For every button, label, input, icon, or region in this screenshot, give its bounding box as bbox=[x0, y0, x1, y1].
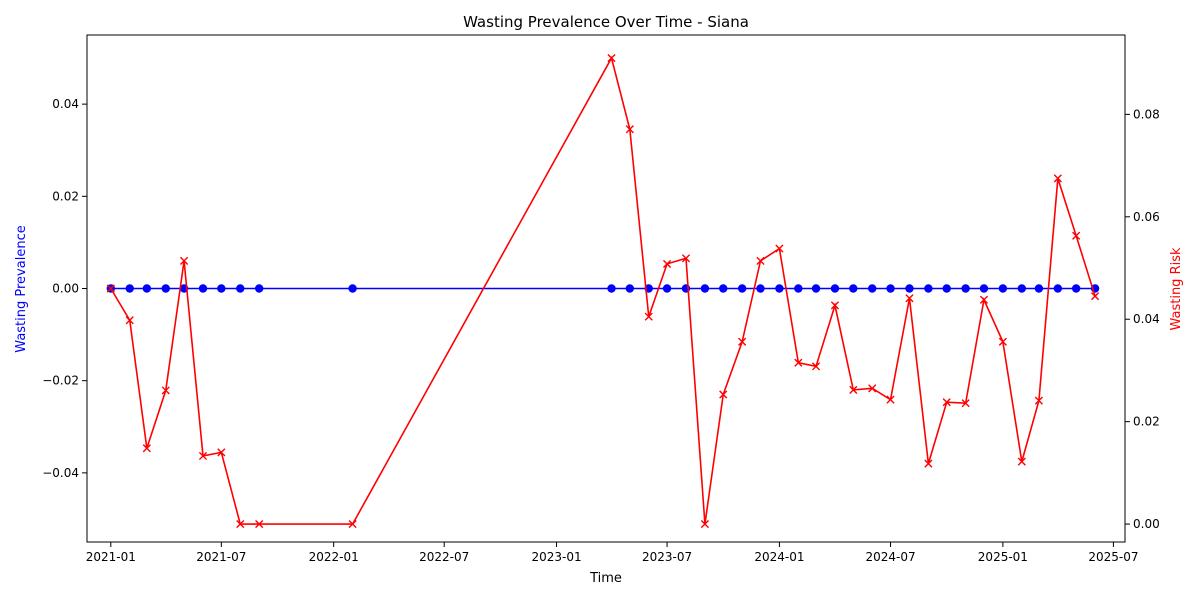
wasting-prevalence-point bbox=[961, 284, 970, 293]
wasting-risk-point bbox=[1053, 174, 1062, 183]
wasting-prevalence-point bbox=[625, 284, 635, 293]
wasting-risk-point bbox=[942, 398, 951, 407]
chart-title: Wasting Prevalence Over Time - Siana bbox=[463, 13, 749, 31]
wasting-prevalence-point bbox=[700, 284, 710, 293]
wasting-risk-point bbox=[236, 519, 245, 529]
series-layer bbox=[106, 53, 1100, 529]
wasting-risk-point bbox=[217, 448, 226, 457]
wasting-prevalence-point bbox=[217, 284, 226, 293]
right-y-tick-label: 0.02 bbox=[1133, 415, 1160, 429]
wasting-prevalence-point bbox=[979, 284, 989, 293]
left-y-tick-label: −0.02 bbox=[42, 374, 79, 388]
wasting-risk-point bbox=[1034, 396, 1044, 405]
wasting-prevalence-point bbox=[756, 284, 765, 293]
wasting-prevalence-point bbox=[125, 284, 134, 293]
wasting-risk-point bbox=[719, 390, 728, 399]
right-y-axis-label: Wasting Risk bbox=[1169, 247, 1184, 331]
x-tick-label: 2021-07 bbox=[196, 550, 246, 564]
wasting-risk-point bbox=[830, 301, 840, 310]
wasting-prevalence-point bbox=[924, 284, 933, 293]
wasting-prevalence-point bbox=[198, 284, 208, 293]
x-tick-label: 2021-01 bbox=[86, 550, 136, 564]
wasting-prevalence-point bbox=[794, 284, 803, 293]
x-tick-label: 2023-07 bbox=[642, 550, 692, 564]
wasting-risk-point bbox=[607, 53, 616, 63]
wasting-risk-point bbox=[700, 519, 710, 529]
wasting-risk-point bbox=[142, 444, 151, 453]
wasting-prevalence-point bbox=[849, 284, 858, 293]
wasting-risk-point bbox=[868, 384, 877, 393]
wasting-prevalence-point bbox=[868, 284, 877, 293]
wasting-risk-point bbox=[738, 337, 747, 346]
wasting-risk-point bbox=[625, 125, 634, 134]
wasting-prevalence-point bbox=[1034, 284, 1044, 293]
left-y-tick-label: −0.04 bbox=[42, 466, 79, 480]
wasting-risk-point bbox=[811, 362, 821, 371]
wasting-risk-point bbox=[886, 395, 895, 404]
x-axis-label: Time bbox=[589, 571, 622, 586]
right-y-tick-label: 0.00 bbox=[1133, 517, 1160, 531]
wasting-prevalence-point bbox=[236, 284, 245, 293]
x-tick-label: 2025-01 bbox=[978, 550, 1028, 564]
right-y-tick-label: 0.04 bbox=[1133, 312, 1160, 326]
wasting-prevalence-point bbox=[998, 284, 1008, 293]
x-tick-label: 2025-07 bbox=[1088, 550, 1138, 564]
x-tick-label: 2024-01 bbox=[754, 550, 804, 564]
wasting-risk-point bbox=[198, 451, 208, 461]
axis-ticks-layer: 2021-01 2021-07 2022-01 2022-07 2023-01 2023-… bbox=[42, 97, 1160, 564]
wasting-risk-point bbox=[179, 256, 189, 265]
right-y-tick-label: 0.08 bbox=[1133, 107, 1160, 121]
wasting-prevalence-point bbox=[1053, 284, 1063, 293]
left-y-tick-label: 0.04 bbox=[52, 97, 79, 111]
wasting-risk-point bbox=[125, 316, 134, 325]
wasting-prevalence-point bbox=[348, 284, 357, 293]
right-y-tick-label: 0.06 bbox=[1133, 210, 1160, 224]
wasting-risk-point bbox=[905, 294, 914, 303]
wasting-risk-point bbox=[255, 519, 264, 529]
x-tick-label: 2022-07 bbox=[419, 550, 469, 564]
wasting-risk-point bbox=[1017, 457, 1026, 466]
x-tick-label: 2022-01 bbox=[309, 550, 359, 564]
wasting-prevalence-point bbox=[1071, 284, 1081, 293]
left-y-tick-label: 0.02 bbox=[52, 189, 79, 203]
wasting-risk-point bbox=[1090, 292, 1100, 301]
wasting-prevalence-point bbox=[942, 284, 951, 293]
wasting-risk-point bbox=[681, 254, 691, 263]
wasting-prevalence-point bbox=[607, 284, 616, 293]
wasting-risk-point bbox=[979, 295, 989, 304]
left-y-tick-label: 0.00 bbox=[52, 282, 79, 296]
wasting-prevalence-point bbox=[905, 284, 914, 293]
wasting-risk-point bbox=[756, 256, 765, 265]
wasting-prevalence-point bbox=[811, 284, 821, 293]
wasting-prevalence-point bbox=[662, 284, 672, 293]
wasting-prevalence-point bbox=[142, 284, 152, 293]
wasting-prevalence-point bbox=[254, 284, 264, 293]
wasting-prevalence-point bbox=[161, 284, 170, 293]
wasting-risk-point bbox=[794, 358, 803, 367]
wasting-risk-point bbox=[775, 244, 784, 253]
x-tick-label: 2023-01 bbox=[531, 550, 581, 564]
wasting-risk-point bbox=[998, 337, 1007, 346]
wasting-risk-point bbox=[849, 385, 858, 394]
wasting-prevalence-point bbox=[1017, 284, 1027, 293]
wasting-risk-point bbox=[662, 259, 672, 269]
wasting-prevalence-point bbox=[830, 284, 840, 293]
wasting-prevalence-point bbox=[886, 284, 895, 293]
x-tick-label: 2024-07 bbox=[865, 550, 915, 564]
wasting-risk-point bbox=[161, 386, 170, 395]
wasting-risk-point bbox=[1072, 231, 1081, 240]
wasting-risk-point bbox=[961, 399, 970, 408]
left-y-axis-label: Wasting Prevalence bbox=[14, 225, 29, 352]
wasting-risk-point bbox=[924, 459, 933, 468]
wasting-risk-point bbox=[644, 312, 653, 321]
wasting-prevalence-point bbox=[775, 284, 784, 293]
wasting-prevalence-point bbox=[737, 284, 747, 293]
wasting-risk-point bbox=[106, 284, 115, 293]
wasting-prevalence-point bbox=[719, 284, 728, 293]
plot-frame bbox=[86, 34, 1126, 543]
wasting-risk-point bbox=[348, 519, 357, 529]
